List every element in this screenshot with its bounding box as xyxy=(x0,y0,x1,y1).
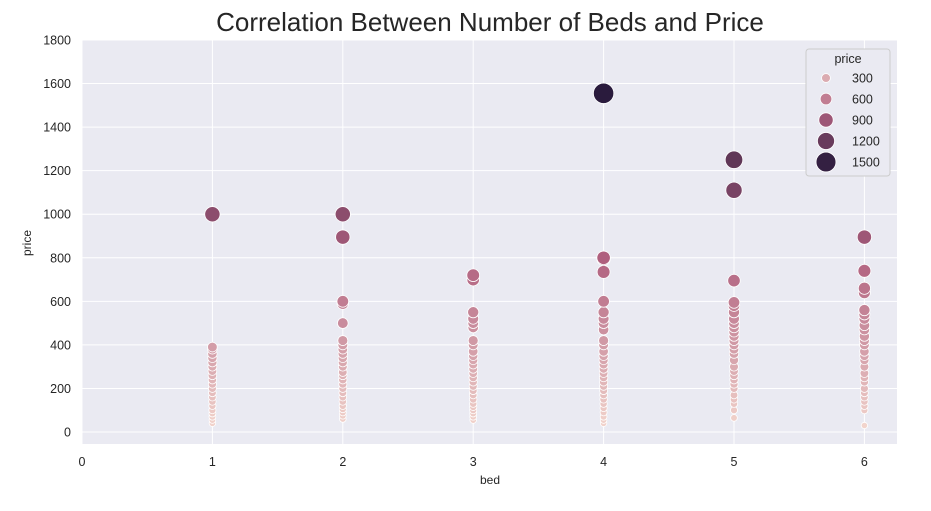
plot-background xyxy=(82,40,897,444)
data-point xyxy=(598,335,609,346)
data-points xyxy=(204,82,872,430)
legend: price 300 600 900 1200 1500 xyxy=(805,48,891,177)
legend-title: price xyxy=(834,52,861,66)
data-point xyxy=(596,265,611,279)
legend-label: 300 xyxy=(852,72,873,86)
y-tick-label: 600 xyxy=(50,295,71,309)
legend-entries: 300 600 900 1200 1500 xyxy=(815,72,880,173)
y-tick-label: 800 xyxy=(50,251,71,265)
data-point xyxy=(467,306,480,319)
y-tick-label: 400 xyxy=(50,338,71,352)
data-point xyxy=(727,296,741,309)
x-tick-label: 1 xyxy=(209,455,216,469)
data-point xyxy=(592,82,615,104)
data-point xyxy=(334,206,351,223)
chart-title: Correlation Between Number of Beds and P… xyxy=(216,7,764,37)
data-point xyxy=(335,229,351,245)
data-point xyxy=(727,274,741,288)
data-point xyxy=(858,304,871,317)
data-point xyxy=(597,306,610,319)
x-axis-label: bed xyxy=(480,473,500,487)
x-tick-label: 0 xyxy=(79,455,86,469)
y-tick-label: 200 xyxy=(50,382,71,396)
y-axis-label: price xyxy=(20,230,34,256)
data-point xyxy=(207,341,218,353)
x-tick-labels: 0 1 2 3 4 5 6 xyxy=(79,455,868,469)
y-tick-labels: 0 200 400 600 800 1000 1200 1400 1600 1800 xyxy=(43,34,71,440)
data-point xyxy=(596,250,611,265)
data-point xyxy=(857,281,871,295)
data-point xyxy=(337,335,349,346)
y-tick-label: 0 xyxy=(64,426,71,440)
data-point xyxy=(725,181,743,199)
data-point xyxy=(730,414,738,422)
legend-label: 1200 xyxy=(852,135,880,149)
data-point xyxy=(724,150,744,169)
data-point xyxy=(856,229,872,245)
data-point xyxy=(204,206,221,223)
x-tick-label: 5 xyxy=(731,455,738,469)
data-point xyxy=(466,268,480,282)
data-point xyxy=(336,295,350,308)
data-point xyxy=(860,421,869,430)
y-tick-label: 1600 xyxy=(43,77,71,91)
x-tick-label: 3 xyxy=(470,455,477,469)
legend-marker xyxy=(819,92,833,106)
x-tick-label: 2 xyxy=(339,455,346,469)
x-tick-label: 6 xyxy=(861,455,868,469)
legend-label: 1500 xyxy=(852,156,880,170)
y-tick-label: 1200 xyxy=(43,164,71,178)
legend-marker xyxy=(821,73,831,83)
y-tick-label: 1400 xyxy=(43,121,71,135)
data-point xyxy=(597,295,610,308)
y-tick-label: 1800 xyxy=(43,34,71,48)
legend-label: 600 xyxy=(852,93,873,107)
data-point xyxy=(337,317,349,329)
legend-marker xyxy=(817,132,835,150)
data-point xyxy=(730,406,738,415)
data-point xyxy=(857,263,872,278)
legend-label: 900 xyxy=(852,114,873,128)
y-tick-label: 1000 xyxy=(43,208,71,222)
x-tick-label: 4 xyxy=(600,455,607,469)
legend-marker xyxy=(818,112,834,128)
legend-marker xyxy=(815,151,837,173)
data-point xyxy=(467,335,479,346)
